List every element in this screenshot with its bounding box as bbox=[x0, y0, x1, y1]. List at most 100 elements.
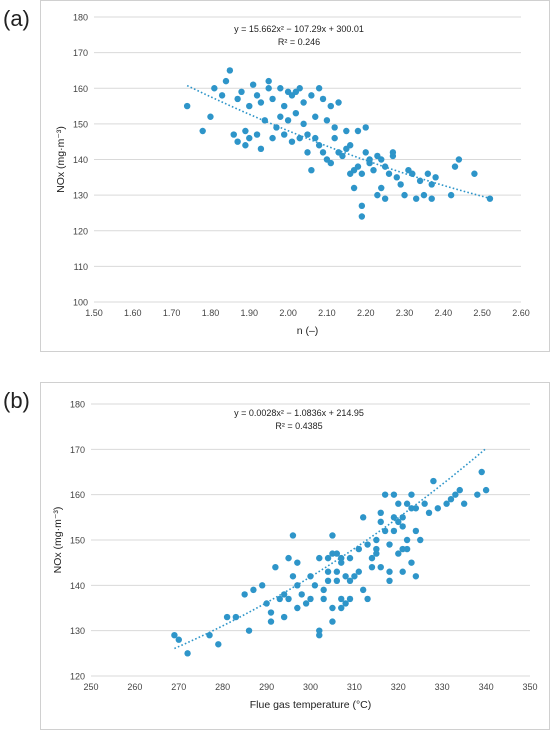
y-tick-label: 180 bbox=[73, 13, 88, 23]
data-point bbox=[368, 564, 376, 571]
data-point bbox=[401, 191, 408, 199]
data-point bbox=[358, 202, 366, 210]
data-point bbox=[452, 491, 459, 498]
data-point bbox=[312, 113, 319, 120]
data-point bbox=[412, 505, 420, 512]
data-point bbox=[366, 159, 373, 167]
data-point bbox=[302, 600, 310, 607]
data-point bbox=[390, 514, 398, 521]
data-point bbox=[403, 545, 411, 553]
data-point bbox=[381, 527, 389, 535]
data-point bbox=[335, 99, 342, 106]
data-point bbox=[206, 632, 213, 639]
data-point bbox=[281, 102, 288, 110]
data-point bbox=[300, 120, 307, 128]
x-tick-label: 2.60 bbox=[512, 308, 530, 318]
trendline-equation: y = 15.662x² − 107.29x + 300.01 bbox=[234, 24, 364, 34]
data-point bbox=[346, 577, 354, 584]
x-tick-label: 2.30 bbox=[396, 308, 414, 318]
data-point bbox=[425, 509, 433, 516]
data-point bbox=[253, 92, 261, 99]
x-axis-title: n (–) bbox=[297, 325, 319, 337]
x-axis-title: Flue gas temperature (°C) bbox=[250, 699, 372, 711]
data-point bbox=[420, 191, 428, 199]
x-tick-label: 310 bbox=[347, 682, 362, 692]
data-point bbox=[183, 102, 191, 110]
chart-b-frame: 120 130 140 150 160 170 180 250 260 270 280 290 300 3… bbox=[40, 382, 550, 730]
data-point bbox=[409, 170, 416, 177]
y-tick-label: 120 bbox=[70, 672, 85, 682]
data-point bbox=[296, 134, 303, 142]
data-point bbox=[272, 564, 279, 571]
data-point bbox=[381, 195, 389, 202]
data-point bbox=[277, 113, 284, 120]
data-point bbox=[393, 174, 400, 181]
y-tick-label: 130 bbox=[70, 626, 85, 636]
x-tick-label: 340 bbox=[479, 682, 494, 692]
data-point bbox=[338, 554, 345, 562]
data-point bbox=[333, 568, 341, 575]
data-point bbox=[343, 127, 350, 135]
y-axis-title: NOx (mg·m⁻³) bbox=[52, 507, 64, 574]
x-tick-label: 320 bbox=[391, 682, 406, 692]
data-point bbox=[259, 582, 266, 589]
data-point bbox=[222, 77, 230, 85]
panel-label-a: (a) bbox=[3, 6, 30, 31]
data-point bbox=[482, 486, 490, 494]
data-point bbox=[478, 468, 485, 476]
data-point bbox=[471, 170, 478, 177]
data-point bbox=[246, 102, 253, 110]
data-point bbox=[311, 582, 319, 589]
data-point bbox=[329, 604, 336, 612]
data-point bbox=[319, 95, 327, 103]
data-point bbox=[408, 491, 415, 498]
data-point bbox=[399, 523, 406, 530]
x-tick-label: 350 bbox=[522, 682, 537, 692]
data-point bbox=[364, 541, 371, 548]
data-point bbox=[486, 195, 494, 202]
chart-a-frame: 100 110 120 130 140 150 160 170 180 1.50 1.60 1.70 1… bbox=[40, 0, 550, 352]
data-point bbox=[232, 613, 240, 621]
data-point bbox=[269, 95, 276, 103]
x-tick-label: 2.20 bbox=[357, 308, 375, 318]
data-point bbox=[474, 491, 481, 498]
chart-a-scatter: 100 110 120 130 140 150 160 170 180 1.50 1.60 1.70 1… bbox=[55, 13, 530, 338]
data-point bbox=[281, 131, 288, 138]
data-point bbox=[338, 604, 345, 612]
data-point bbox=[284, 117, 292, 124]
data-point bbox=[460, 500, 468, 507]
x-tick-label: 330 bbox=[435, 682, 450, 692]
data-point bbox=[267, 618, 275, 625]
data-point bbox=[329, 532, 336, 539]
data-point bbox=[320, 595, 327, 603]
data-point bbox=[428, 195, 435, 202]
data-point bbox=[250, 586, 257, 594]
x-tick-label: 2.50 bbox=[473, 308, 491, 318]
data-point bbox=[373, 545, 380, 553]
data-point bbox=[412, 573, 420, 580]
data-point bbox=[386, 577, 393, 584]
data-point bbox=[358, 213, 366, 220]
y-tick-label: 140 bbox=[70, 581, 85, 591]
data-point bbox=[257, 99, 265, 106]
x-tick-label: 290 bbox=[259, 682, 274, 692]
chart-b-scatter: 120 130 140 150 160 170 180 250 260 270 280 290 300 3… bbox=[52, 400, 538, 712]
data-point bbox=[230, 131, 237, 138]
data-point bbox=[265, 85, 272, 92]
data-point bbox=[292, 109, 300, 117]
data-point bbox=[263, 600, 270, 607]
data-point bbox=[276, 595, 283, 603]
data-point bbox=[354, 127, 362, 135]
data-point bbox=[368, 554, 376, 562]
data-point bbox=[359, 586, 367, 594]
data-point bbox=[428, 181, 435, 188]
data-point bbox=[333, 577, 341, 584]
data-point bbox=[358, 170, 366, 177]
data-point bbox=[412, 527, 420, 535]
data-point bbox=[215, 641, 222, 648]
data-point bbox=[211, 85, 218, 92]
y-tick-label: 100 bbox=[73, 298, 88, 308]
data-point bbox=[342, 600, 349, 607]
data-point bbox=[395, 500, 402, 507]
x-tick-label: 260 bbox=[127, 682, 142, 692]
